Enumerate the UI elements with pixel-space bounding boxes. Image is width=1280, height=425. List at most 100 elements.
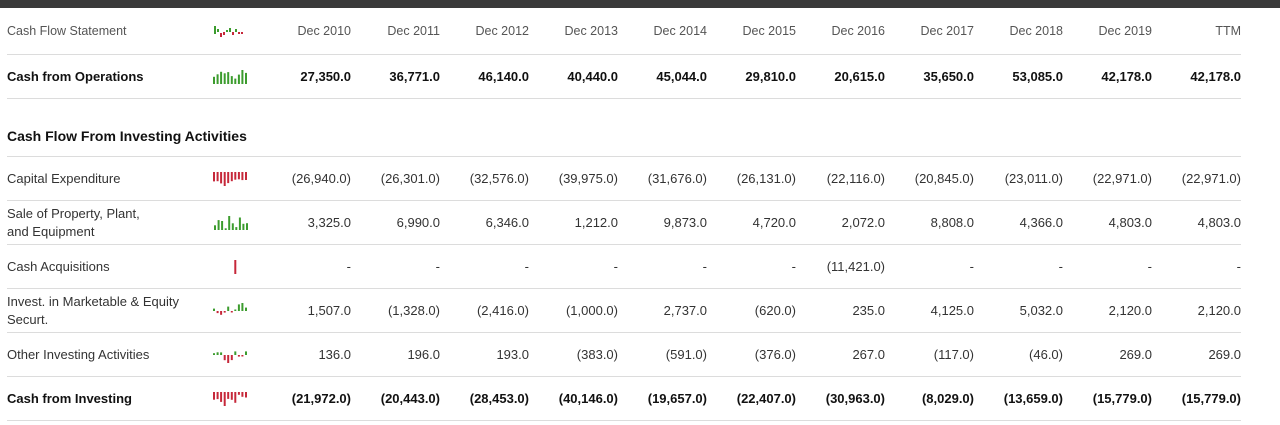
sparkline-bar xyxy=(220,351,223,355)
value-cell: (26,131.0) xyxy=(736,171,796,186)
sparkline-bar xyxy=(234,78,237,84)
value-cell: 6,346.0 xyxy=(485,215,529,230)
sparkline-bar xyxy=(231,75,234,84)
sparkline-bar xyxy=(227,354,230,363)
value-cell: - xyxy=(613,259,618,274)
row-label: Cash Acquisitions xyxy=(7,258,110,274)
sparkline-bar xyxy=(227,171,230,183)
value-cell: 8,808.0 xyxy=(930,215,974,230)
value-cell: (30,963.0) xyxy=(825,391,885,406)
sparkline-bar xyxy=(234,171,237,180)
section-title: Cash Flow From Investing Activities xyxy=(7,128,247,144)
value-cell: (620.0) xyxy=(754,303,796,318)
value-cell: (19,657.0) xyxy=(647,391,707,406)
sparkline-bar xyxy=(245,307,248,311)
value-cell: (591.0) xyxy=(665,347,707,362)
sparkline-bar xyxy=(241,354,244,356)
sparkline-bar xyxy=(234,309,237,311)
value-cell: 2,737.0 xyxy=(663,303,707,318)
value-cell: (32,576.0) xyxy=(469,171,529,186)
sparkline-icon[interactable] xyxy=(214,215,248,231)
period-header: TTM xyxy=(1215,24,1241,38)
period-header: Dec 2017 xyxy=(920,24,974,38)
section-investing: Cash Flow From Investing Activities xyxy=(7,99,1241,157)
sparkline-bar xyxy=(216,310,219,313)
sparkline-bar xyxy=(217,219,220,230)
value-cell: - xyxy=(1147,259,1152,274)
sparkline-bar xyxy=(213,352,216,355)
sparkline-bar xyxy=(238,303,241,311)
sparkline-icon[interactable] xyxy=(213,171,248,187)
value-cell: (13,659.0) xyxy=(1003,391,1063,406)
sparkline-bar xyxy=(213,308,216,311)
period-header: Dec 2016 xyxy=(831,24,885,38)
sparkline-bar xyxy=(216,391,219,399)
sparkline-bar xyxy=(224,72,227,84)
sparkline-bar xyxy=(231,171,234,181)
sparkline-bar xyxy=(245,171,248,180)
sparkline-bar xyxy=(224,227,227,230)
sparkline-bar xyxy=(220,71,223,84)
sparkline-bar xyxy=(238,217,241,230)
sparkline-icon[interactable] xyxy=(213,259,247,275)
table-row: Sale of Property, Plant, and Equipment 3,… xyxy=(7,201,1241,245)
value-cell: (117.0) xyxy=(933,347,974,362)
value-cell: (15,779.0) xyxy=(1092,391,1152,406)
value-cell: 9,873.0 xyxy=(663,215,707,230)
table-row: Cash from Investing (21,972.0) (20,443.0) (… xyxy=(7,377,1241,421)
value-cell: 36,771.0 xyxy=(389,69,440,84)
value-cell: (26,301.0) xyxy=(380,171,440,186)
sparkline-bar xyxy=(234,391,237,403)
value-cell: 53,085.0 xyxy=(1012,69,1063,84)
value-cell: 235.0 xyxy=(852,303,885,318)
sparkline-bar xyxy=(241,171,244,180)
sparkline-icon[interactable] xyxy=(213,347,248,363)
value-cell: 269.0 xyxy=(1208,347,1241,362)
sparkline-icon[interactable] xyxy=(213,69,248,85)
sparkline-bar xyxy=(216,351,219,355)
sparkline-bar xyxy=(224,171,227,186)
row-cash-from-operations: Cash from Operations 27,350.0 36,771.0 46,… xyxy=(7,55,1241,99)
value-cell: 3,325.0 xyxy=(307,215,351,230)
row-label: Capital Expenditure xyxy=(7,170,121,186)
sparkline-bar xyxy=(227,71,230,84)
sparkline-bar xyxy=(231,222,234,230)
sparkline-bar xyxy=(227,306,230,311)
value-cell: 27,350.0 xyxy=(300,69,351,84)
value-cell: (8,029.0) xyxy=(921,391,974,406)
value-cell: - xyxy=(1058,259,1063,274)
value-cell: (1,000.0) xyxy=(565,303,618,318)
sparkline-bar xyxy=(213,171,216,181)
value-cell: (22,116.0) xyxy=(826,171,885,186)
value-cell: 1,212.0 xyxy=(574,215,618,230)
value-cell: 5,032.0 xyxy=(1019,303,1063,318)
value-cell: (22,971.0) xyxy=(1181,171,1241,186)
sparkline-icon[interactable] xyxy=(213,391,248,407)
sparkline-bar xyxy=(228,215,231,230)
value-cell: - xyxy=(969,259,974,274)
top-header-strip xyxy=(0,0,1280,8)
sparkline-bar xyxy=(235,226,238,230)
sparkline-bar xyxy=(213,76,216,84)
period-header: Dec 2011 xyxy=(387,24,440,38)
table-row: Other Investing Activities 136.0 196.0 193.… xyxy=(7,333,1241,377)
sparkline-bar xyxy=(220,171,223,183)
sparkline-bar xyxy=(227,391,230,399)
value-cell: (11,421.0) xyxy=(826,259,885,274)
sparkline-bar xyxy=(245,72,248,84)
cash-flow-table: Cash Flow Statement Dec 2010 Dec 2011 Dec … xyxy=(7,8,1241,421)
value-cell: 42,178.0 xyxy=(1190,69,1241,84)
period-header: Dec 2013 xyxy=(564,24,618,38)
sparkline-bar xyxy=(245,350,248,355)
value-cell: 267.0 xyxy=(852,347,885,362)
sparkline-bar xyxy=(238,74,241,84)
value-cell: 136.0 xyxy=(318,347,351,362)
sparkline-bar xyxy=(234,350,237,355)
header-sparkline xyxy=(199,21,262,41)
value-cell: (20,845.0) xyxy=(914,171,974,186)
period-header: Dec 2015 xyxy=(742,24,796,38)
value-cell: 45,044.0 xyxy=(656,69,707,84)
sparkline-icon[interactable] xyxy=(213,302,248,319)
value-cell: (39,975.0) xyxy=(558,171,618,186)
sparkline-bar xyxy=(214,224,216,230)
